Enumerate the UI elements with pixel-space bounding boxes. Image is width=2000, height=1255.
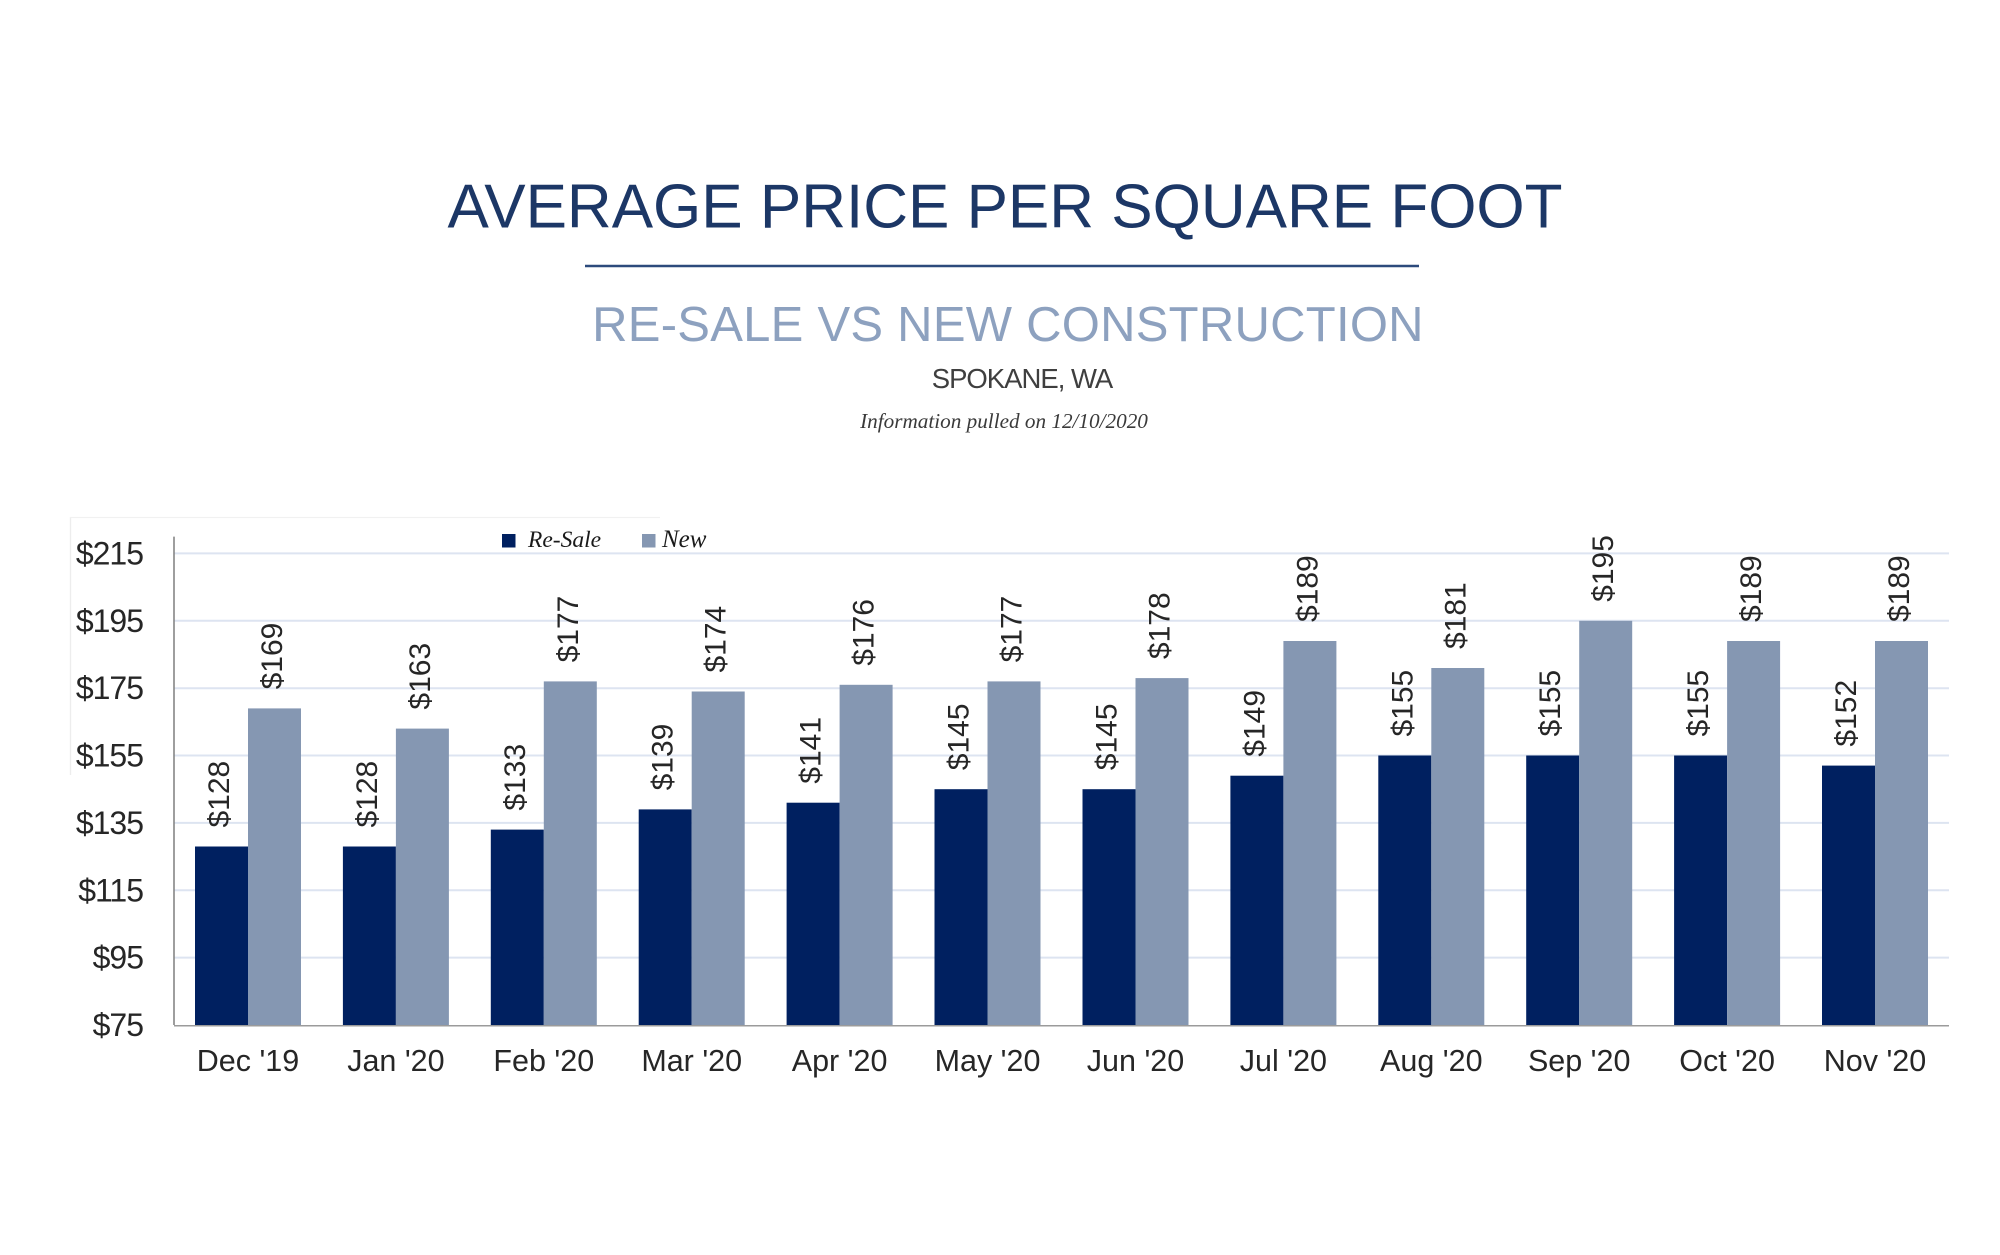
svg-text:RE-SALE VS NEW CONSTRUCTION: RE-SALE VS NEW CONSTRUCTION (592, 298, 1424, 352)
svg-text:$174: $174 (700, 606, 733, 673)
svg-text:$155: $155 (1682, 670, 1715, 737)
svg-text:Information pulled on 12/10/20: Information pulled on 12/10/2020 (859, 409, 1148, 433)
svg-text:$135: $135 (76, 805, 143, 841)
svg-text:$152: $152 (1830, 680, 1863, 747)
svg-text:$215: $215 (76, 535, 143, 571)
svg-text:Nov '20: Nov '20 (1824, 1044, 1926, 1078)
svg-text:$115: $115 (78, 872, 143, 908)
svg-text:$177: $177 (996, 596, 1029, 663)
svg-text:Re-Sale: Re-Sale (527, 527, 601, 553)
svg-text:$149: $149 (1238, 690, 1271, 757)
svg-text:$177: $177 (552, 596, 585, 663)
svg-text:$155: $155 (76, 738, 143, 774)
svg-text:Sep '20: Sep '20 (1528, 1044, 1631, 1078)
svg-text:$145: $145 (1091, 703, 1124, 770)
svg-text:$75: $75 (93, 1007, 144, 1043)
svg-text:$155: $155 (1386, 670, 1419, 737)
svg-text:Apr '20: Apr '20 (792, 1044, 888, 1078)
svg-text:$178: $178 (1144, 592, 1177, 659)
svg-text:$189: $189 (1883, 555, 1916, 622)
svg-text:SPOKANE, WA: SPOKANE, WA (932, 363, 1114, 394)
svg-text:$181: $181 (1439, 582, 1472, 649)
svg-text:$95: $95 (93, 940, 144, 976)
svg-text:$133: $133 (499, 744, 532, 811)
svg-text:Oct '20: Oct '20 (1679, 1044, 1775, 1078)
svg-text:$175: $175 (76, 670, 143, 706)
svg-text:Dec '19: Dec '19 (197, 1044, 299, 1078)
svg-text:Aug '20: Aug '20 (1380, 1044, 1483, 1078)
svg-text:$189: $189 (1735, 555, 1768, 622)
svg-text:$176: $176 (848, 599, 881, 666)
svg-text:$128: $128 (203, 761, 236, 828)
svg-text:$169: $169 (256, 623, 289, 690)
svg-text:$139: $139 (647, 724, 680, 791)
svg-text:$128: $128 (351, 761, 384, 828)
svg-text:Feb '20: Feb '20 (493, 1044, 594, 1078)
svg-text:Mar '20: Mar '20 (641, 1044, 742, 1078)
svg-text:Jan '20: Jan '20 (347, 1044, 444, 1078)
svg-text:$163: $163 (404, 643, 437, 710)
svg-text:AVERAGE PRICE PER SQUARE FOOT: AVERAGE PRICE PER SQUARE FOOT (447, 173, 1562, 242)
svg-text:$155: $155 (1534, 670, 1567, 737)
svg-text:$195: $195 (1587, 535, 1620, 602)
svg-text:$145: $145 (943, 703, 976, 770)
svg-text:Jul '20: Jul '20 (1240, 1044, 1327, 1078)
svg-text:$141: $141 (795, 717, 828, 784)
svg-text:$195: $195 (76, 603, 143, 639)
svg-text:May '20: May '20 (935, 1044, 1041, 1078)
svg-text:New: New (661, 526, 707, 553)
svg-text:$189: $189 (1291, 555, 1324, 622)
svg-text:Jun '20: Jun '20 (1087, 1044, 1184, 1078)
